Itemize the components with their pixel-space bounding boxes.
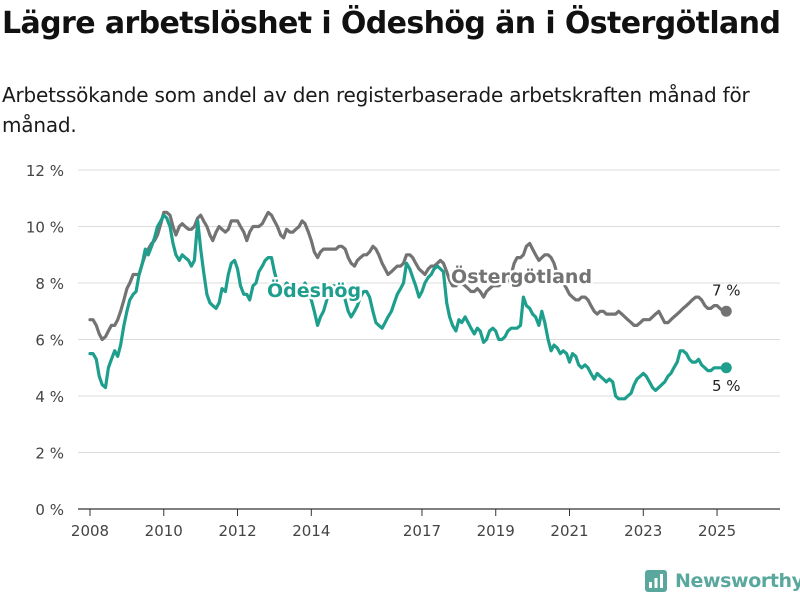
gridlines (78, 169, 780, 510)
end-marker-ostergotland (720, 305, 732, 317)
end-value-label-ostergotland: 7 % (712, 281, 741, 299)
y-tick-label: 2 % (35, 445, 64, 463)
end-marker-odeshog (720, 362, 732, 374)
x-tick-label: 2023 (624, 522, 662, 540)
chart-subtitle: Arbetssökande som andel av den registerb… (2, 83, 750, 137)
x-tick-label: 2008 (71, 522, 109, 540)
x-tick-label: 2025 (698, 522, 736, 540)
x-tick-label: 2021 (550, 522, 588, 540)
brand-name: Newsworthy (675, 570, 800, 592)
x-tick-label: 2012 (218, 522, 256, 540)
x-tick-label: 2010 (145, 522, 183, 540)
y-tick-label: 6 % (35, 332, 64, 350)
newsworthy-logo-icon (645, 570, 667, 592)
series-line-ostergotland (88, 210, 728, 342)
x-tick-label: 2014 (292, 522, 330, 540)
newsworthy-logo: Newsworthy (645, 570, 800, 592)
series-name-label-odeshog: Ödeshög (267, 278, 361, 302)
y-tick-label: 0 % (35, 501, 64, 519)
series-lines (88, 210, 732, 401)
y-tick-label: 12 % (26, 162, 64, 180)
y-tick-label: 8 % (35, 275, 64, 293)
y-tick-label: 4 % (35, 388, 64, 406)
end-value-label-odeshog: 5 % (712, 377, 741, 395)
x-tick-label: 2017 (403, 522, 441, 540)
series-name-label-ostergotland: Östergötland (451, 264, 592, 288)
series-line-odeshog (88, 213, 728, 401)
x-axis: 2008 2010 2012 2014 2017 2019 2021 2023 2025 (71, 509, 736, 540)
y-axis: 0 % 2 % 4 % 6 % 8 % 10 % 12 % (26, 162, 64, 519)
chart-title: Lägre arbetslöshet i Ödeshög än i Österg… (2, 6, 781, 41)
series-labels: 7 % 5 % Ödeshög Östergötland (264, 262, 741, 395)
y-tick-label: 10 % (26, 219, 64, 237)
x-tick-label: 2019 (477, 522, 515, 540)
